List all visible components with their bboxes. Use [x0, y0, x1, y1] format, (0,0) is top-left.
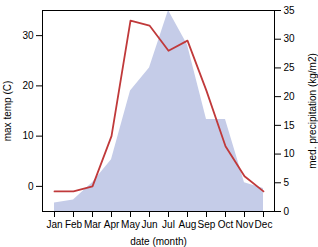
svg-text:Jan: Jan: [46, 219, 62, 230]
svg-text:Oct: Oct: [218, 219, 234, 230]
svg-text:0: 0: [284, 206, 290, 217]
svg-text:Feb: Feb: [65, 219, 83, 230]
svg-text:Jul: Jul: [162, 219, 175, 230]
svg-text:Nov: Nov: [236, 219, 254, 230]
svg-text:Apr: Apr: [104, 219, 120, 230]
svg-text:May: May: [121, 219, 140, 230]
svg-text:0: 0: [28, 181, 34, 192]
svg-text:date (month): date (month): [130, 236, 187, 247]
svg-text:med. precipitation (kg/m2): med. precipitation (kg/m2): [307, 53, 318, 169]
svg-text:35: 35: [284, 5, 296, 16]
svg-text:30: 30: [284, 33, 296, 44]
svg-text:5: 5: [284, 177, 290, 188]
svg-text:25: 25: [284, 62, 296, 73]
svg-text:30: 30: [22, 30, 34, 41]
svg-text:Jun: Jun: [141, 219, 157, 230]
svg-text:10: 10: [284, 148, 296, 159]
svg-text:10: 10: [22, 130, 34, 141]
svg-text:20: 20: [22, 80, 34, 91]
svg-text:15: 15: [284, 120, 296, 131]
svg-text:20: 20: [284, 91, 296, 102]
svg-text:Dec: Dec: [255, 219, 273, 230]
svg-text:Aug: Aug: [179, 219, 197, 230]
svg-text:Sep: Sep: [198, 219, 216, 230]
svg-text:Mar: Mar: [84, 219, 102, 230]
svg-text:max temp (C): max temp (C): [2, 81, 13, 142]
